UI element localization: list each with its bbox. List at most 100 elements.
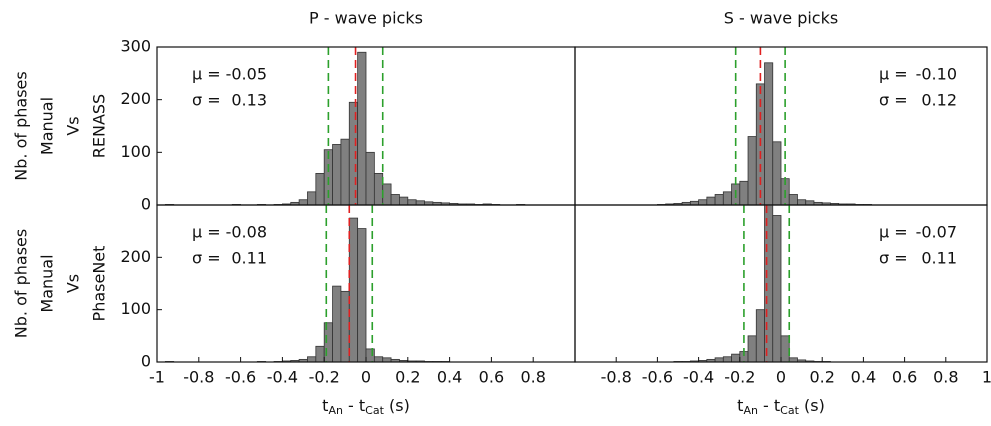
- bar: [373, 356, 384, 363]
- subscript: An: [743, 404, 758, 417]
- mean-value: -0.07: [916, 223, 957, 242]
- subscript: Cat: [365, 404, 384, 417]
- bar: [764, 204, 774, 363]
- sigma-symbol: σ =: [192, 91, 221, 110]
- bar: [357, 51, 367, 206]
- bar: [323, 322, 333, 363]
- x-tick-label: 0.8: [933, 368, 958, 387]
- bar: [407, 199, 417, 206]
- bar: [747, 335, 757, 363]
- bar: [788, 194, 798, 206]
- x-tick-label: 0.6: [479, 368, 504, 387]
- label-part: - t: [758, 396, 780, 415]
- y-axis-label: Manual: [38, 97, 57, 155]
- bar: [348, 217, 359, 363]
- label-part: t: [322, 396, 328, 415]
- bar: [772, 215, 782, 363]
- bar: [340, 138, 350, 206]
- bar: [722, 356, 732, 363]
- x-tick-label: 1: [982, 368, 991, 387]
- bar: [805, 200, 815, 206]
- bar: [340, 290, 350, 363]
- label-part: - t: [343, 396, 365, 415]
- x-tick-label: 0: [776, 368, 786, 387]
- std-value: 0.13: [231, 91, 267, 110]
- x-tick-label: 0: [361, 368, 371, 387]
- y-axis-label: PhaseNet: [90, 246, 109, 322]
- y-axis-label: Nb. of phases: [12, 71, 31, 180]
- bar: [390, 194, 400, 206]
- bar: [373, 172, 384, 206]
- bar: [698, 199, 708, 206]
- x-tick-label: -0.2: [724, 368, 755, 387]
- bar: [755, 309, 765, 363]
- bar: [307, 356, 317, 363]
- std-value: 0.11: [231, 249, 267, 268]
- y-tick-label: 200: [120, 247, 151, 266]
- bar: [764, 62, 774, 206]
- bar: [747, 136, 757, 206]
- label-part: (s): [799, 396, 825, 415]
- bar: [797, 199, 807, 206]
- bar: [788, 357, 798, 363]
- bar: [382, 357, 392, 363]
- y-axis-label: Nb. of phases: [12, 229, 31, 338]
- bar: [357, 228, 367, 363]
- bar: [780, 335, 790, 363]
- std-value: 0.11: [921, 249, 957, 268]
- bar: [298, 199, 308, 206]
- panel-title: S - wave picks: [724, 9, 838, 28]
- mu-symbol: μ =: [192, 65, 221, 84]
- bar: [382, 183, 392, 206]
- x-tick-label: -0.4: [683, 368, 714, 387]
- x-tick-label: 0.4: [437, 368, 462, 387]
- x-tick-label: -0.6: [225, 368, 256, 387]
- subscript: Cat: [780, 404, 799, 417]
- x-tick-label: 0.6: [892, 368, 917, 387]
- y-axis-label: Manual: [38, 254, 57, 312]
- y-tick-label: 0: [141, 195, 151, 214]
- bar: [399, 196, 409, 206]
- x-axis-label: tAn - tCat (s): [737, 396, 825, 418]
- mu-symbol: μ =: [879, 65, 908, 84]
- y-tick-label: 200: [120, 89, 151, 108]
- bar: [307, 191, 317, 206]
- mu-symbol: μ =: [192, 223, 221, 242]
- x-tick-label: 0.2: [809, 368, 834, 387]
- x-axis-label: tAn - tCat (s): [322, 396, 410, 418]
- bar: [365, 348, 375, 363]
- x-tick-label: -0.6: [642, 368, 673, 387]
- mean-value: -0.10: [916, 65, 957, 84]
- bar: [772, 141, 782, 206]
- x-tick-label: -0.8: [183, 368, 214, 387]
- x-tick-label: -0.4: [267, 368, 298, 387]
- bar: [348, 101, 359, 206]
- y-axis-label: RENASS: [90, 94, 109, 158]
- bar: [332, 144, 342, 206]
- bar: [739, 180, 749, 206]
- x-tick-label: 0.8: [520, 368, 545, 387]
- bar: [722, 191, 732, 206]
- subscript: An: [328, 404, 343, 417]
- bar: [731, 353, 741, 363]
- mean-value: -0.08: [226, 223, 267, 242]
- x-tick-label: -1: [149, 368, 165, 387]
- y-axis-label: Vs: [64, 116, 83, 135]
- mu-symbol: μ =: [879, 223, 908, 242]
- x-tick-label: 0.2: [395, 368, 420, 387]
- y-tick-label: 300: [120, 37, 151, 56]
- y-axis-label: Vs: [64, 274, 83, 293]
- y-tick-label: 0: [141, 352, 151, 371]
- x-tick-label: -0.2: [309, 368, 340, 387]
- x-tick-label: 0.4: [851, 368, 876, 387]
- sigma-symbol: σ =: [879, 91, 908, 110]
- bar: [332, 285, 342, 363]
- panel-title: P - wave picks: [309, 9, 423, 28]
- bar: [714, 357, 724, 363]
- bar: [706, 196, 716, 206]
- label-part: (s): [384, 396, 410, 415]
- bar: [315, 345, 325, 363]
- sigma-symbol: σ =: [192, 249, 221, 268]
- mean-value: -0.05: [226, 65, 267, 84]
